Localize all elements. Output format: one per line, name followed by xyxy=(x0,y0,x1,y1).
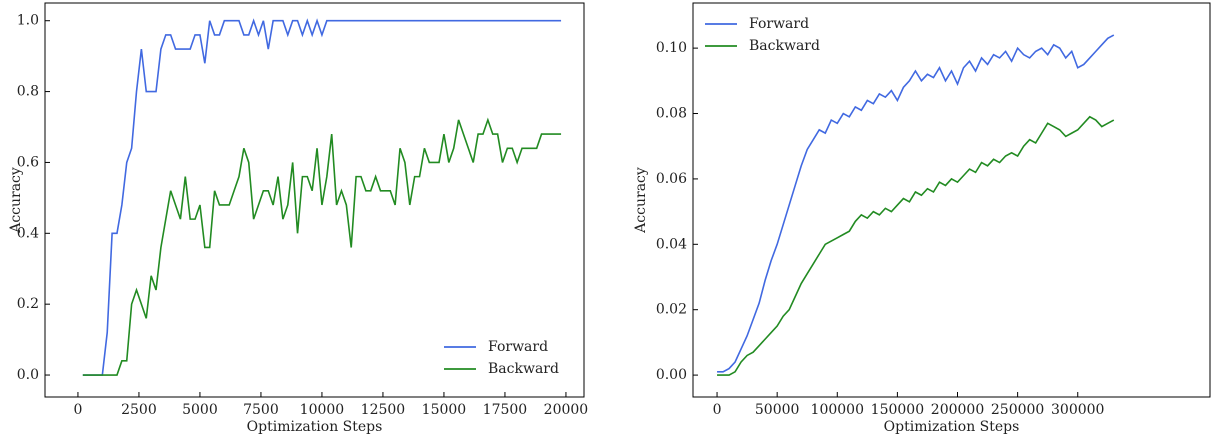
data-line xyxy=(717,34,1115,373)
y-tick-label: 0.00 xyxy=(656,367,687,383)
legend-label: Backward xyxy=(488,361,559,377)
x-tick-label: 20000 xyxy=(544,402,589,418)
y-tick-label: 0.6 xyxy=(17,154,39,170)
y-tick-label: 0.0 xyxy=(17,367,39,383)
y-axis-label: Accuracy xyxy=(8,167,24,234)
y-tick-label: 0.04 xyxy=(656,236,687,252)
y-tick-label: 0.4 xyxy=(17,225,39,241)
y-tick-label: 0.10 xyxy=(656,40,687,56)
legend-label: Backward xyxy=(749,38,820,54)
y-axis-label: Accuracy xyxy=(633,167,649,234)
x-tick-label: 50000 xyxy=(755,402,800,418)
y-tick-label: 0.2 xyxy=(17,296,39,312)
y-tick-label: 1.0 xyxy=(17,13,39,29)
data-line xyxy=(82,117,562,376)
data-line xyxy=(82,18,562,376)
plot-frame xyxy=(44,2,585,398)
y-tick-label: 0.02 xyxy=(656,302,687,318)
x-tick-label: 200000 xyxy=(931,402,984,418)
x-tick-label: 17500 xyxy=(483,402,528,418)
y-tick-label: 0.8 xyxy=(17,84,39,100)
legend-label: Forward xyxy=(749,16,809,32)
data-line xyxy=(717,115,1115,376)
x-tick-label: 7500 xyxy=(243,402,279,418)
y-tick-label: 0.08 xyxy=(656,106,687,122)
x-axis-label: Optimization Steps xyxy=(247,419,383,435)
y-tick-label: 0.06 xyxy=(656,171,687,187)
x-axis-label: Optimization Steps xyxy=(884,419,1020,435)
legend-label: Forward xyxy=(488,339,548,355)
x-tick-label: 5000 xyxy=(182,402,218,418)
x-tick-label: 10000 xyxy=(300,402,345,418)
x-tick-label: 100000 xyxy=(811,402,864,418)
x-tick-label: 150000 xyxy=(871,402,924,418)
plot-frame xyxy=(692,2,1211,398)
x-tick-label: 12500 xyxy=(361,402,406,418)
x-tick-label: 300000 xyxy=(1051,402,1104,418)
x-tick-label: 0 xyxy=(713,402,722,418)
x-tick-label: 0 xyxy=(73,402,82,418)
x-tick-label: 15000 xyxy=(422,402,467,418)
x-tick-label: 2500 xyxy=(121,402,157,418)
x-tick-label: 250000 xyxy=(991,402,1044,418)
